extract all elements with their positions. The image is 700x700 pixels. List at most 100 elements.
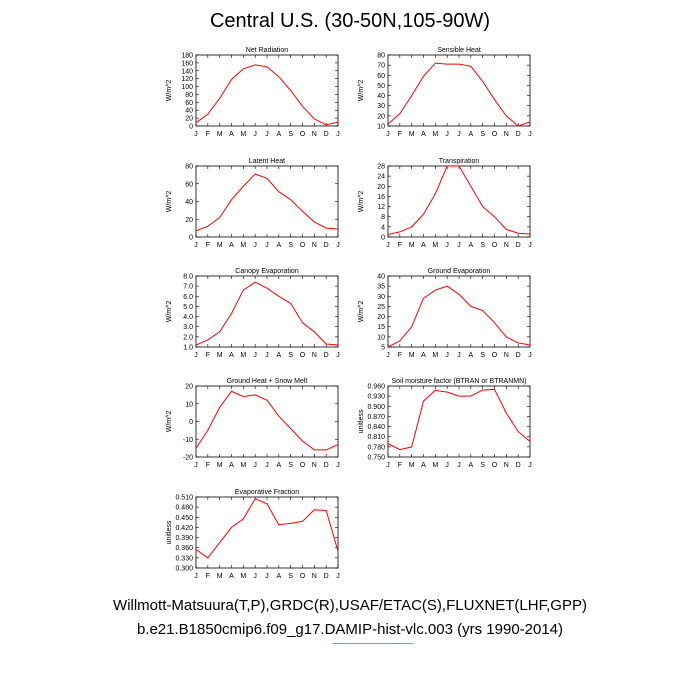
data-point (411, 326, 413, 328)
x-tick-label: O (492, 462, 498, 469)
plot-frame (195, 496, 339, 569)
x-tick-label: A (468, 352, 473, 359)
x-tick-label: F (206, 573, 210, 580)
data-point (435, 193, 436, 195)
data-point (254, 498, 256, 500)
y-tick-label: 15 (377, 324, 385, 331)
x-tick-label: M (217, 573, 223, 580)
x-tick-label: N (504, 352, 509, 359)
series-line (196, 173, 338, 232)
y-tick-label: 5 (381, 345, 385, 352)
y-tick-label: 7.0 (183, 284, 193, 291)
y-tick-label: 10 (377, 124, 385, 131)
x-tick-label: A (229, 573, 234, 580)
y-tick-label: 80 (185, 92, 193, 99)
x-tick-label: J (194, 462, 198, 469)
x-tick-label: D (516, 352, 521, 359)
data-point (266, 178, 268, 179)
x-tick-label: S (480, 242, 485, 249)
y-tick-label: 3.0 (183, 324, 193, 331)
y-tick-label: 0.360 (175, 545, 193, 552)
plot-frame (195, 165, 339, 238)
x-tick-label: J (336, 573, 340, 580)
data-point (243, 186, 244, 187)
y-tick-label: 2.0 (183, 334, 193, 341)
x-tick-label: A (276, 462, 281, 469)
data-point (254, 173, 256, 175)
data-point (243, 289, 244, 291)
y-tick-label: 180 (181, 53, 193, 60)
data-point (195, 344, 197, 346)
x-tick-label: J (457, 462, 461, 469)
x-tick-label: F (398, 462, 402, 469)
x-tick-label: J (336, 242, 340, 249)
y-tick-label: 8 (381, 214, 385, 221)
data-point (458, 294, 460, 295)
y-tick-label: 20 (185, 217, 193, 224)
data-point (254, 281, 256, 283)
x-tick-label: D (516, 242, 521, 249)
x-tick-label: J (386, 131, 390, 138)
y-tick-label: 40 (377, 274, 385, 281)
data-point (314, 331, 315, 333)
x-tick-label: J (194, 573, 198, 580)
y-tick-label: 160 (181, 60, 193, 67)
data-point (470, 186, 472, 187)
data-point (325, 510, 327, 511)
chart-title: Latent Heat (249, 158, 285, 165)
x-tick-label: A (276, 242, 281, 249)
y-tick-label: 0.960 (367, 384, 385, 391)
chart-title: Net Radiation (246, 47, 289, 54)
data-point (337, 444, 339, 445)
y-tick-label: 28 (377, 164, 385, 171)
x-tick-label: A (276, 573, 281, 580)
x-tick-label: A (468, 131, 473, 138)
y-tick-label: 30 (377, 103, 385, 110)
series-line (388, 388, 530, 451)
chart-title: Sensible Heat (437, 47, 481, 54)
y-axis-label: W/m^2 (166, 80, 173, 102)
data-point (446, 391, 448, 393)
data-point (302, 322, 303, 324)
x-tick-label: M (432, 462, 438, 469)
y-tick-label: 8.0 (183, 274, 193, 281)
data-point (302, 106, 303, 107)
y-tick-label: -20 (183, 455, 193, 462)
y-tick-label: 4 (381, 224, 385, 231)
data-point (231, 199, 232, 200)
x-tick-label: N (504, 462, 509, 469)
data-point (399, 449, 401, 450)
y-tick-label: 0.780 (367, 444, 385, 451)
x-tick-label: J (528, 352, 532, 359)
data-point (517, 431, 519, 432)
data-point (266, 399, 268, 401)
x-tick-label: M (432, 242, 438, 249)
x-tick-label: N (312, 352, 317, 359)
chart-title: Ground Evaporation (428, 268, 491, 275)
y-tick-label: 4.0 (183, 314, 193, 321)
data-point (423, 298, 424, 299)
y-tick-label: 0.300 (175, 566, 193, 573)
y-axis-label: W/m^2 (358, 80, 365, 102)
x-tick-label: S (288, 131, 293, 138)
x-tick-label: M (240, 352, 246, 359)
data-point (423, 400, 424, 402)
data-point (290, 90, 292, 91)
y-tick-label: 30 (377, 294, 385, 301)
chart-title: Soil moisture factor (BTRAN or BTRANMN) (392, 378, 527, 385)
data-point (195, 122, 197, 124)
footer-data-sources: Willmott-Matsuura(T,P),GRDC(R),USAF/ETAC… (113, 597, 587, 614)
x-tick-label: M (409, 352, 415, 359)
y-tick-label: 10 (377, 334, 385, 341)
y-tick-label: 0.750 (367, 455, 385, 462)
plot-frame (195, 54, 339, 127)
data-point (278, 296, 280, 297)
x-tick-label: O (300, 462, 306, 469)
x-tick-label: N (312, 573, 317, 580)
data-point (195, 549, 197, 550)
data-point (302, 211, 303, 212)
y-tick-label: 120 (181, 76, 193, 83)
x-tick-label: A (468, 242, 473, 249)
x-tick-label: M (240, 462, 246, 469)
